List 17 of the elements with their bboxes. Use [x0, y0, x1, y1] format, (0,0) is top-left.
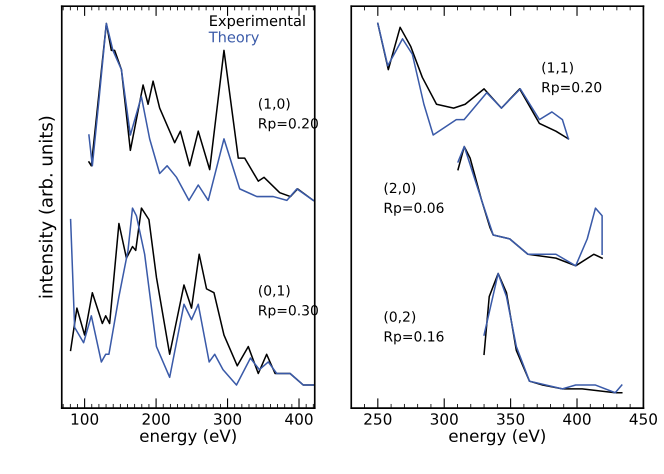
annotation: (1,1) Rp=0.20: [542, 62, 602, 96]
x-tick-label: 400: [285, 413, 313, 425]
x-tick-label: 300: [430, 413, 458, 425]
text: Theory: [208, 31, 259, 46]
x-tick-label: 400: [563, 413, 591, 425]
legend-label: Experimental: [210, 14, 305, 30]
x-tick-label: 350: [497, 413, 524, 425]
x-tick-label: 100: [72, 413, 98, 425]
x-tick-label: 300: [214, 413, 242, 425]
annotation: (0,2) Rp=0.16: [384, 311, 444, 344]
x-axis-title: energy (eV): [449, 429, 545, 446]
y-axis-title: intensity (arb. units): [38, 116, 56, 298]
x-tick-label: 450: [630, 413, 657, 425]
x-axis-title: energy (eV): [140, 429, 236, 446]
annotation: (2,0) Rp=0.06: [384, 182, 444, 216]
x-tick-label: 200: [142, 413, 170, 425]
x-tick-label: 250: [364, 413, 392, 425]
